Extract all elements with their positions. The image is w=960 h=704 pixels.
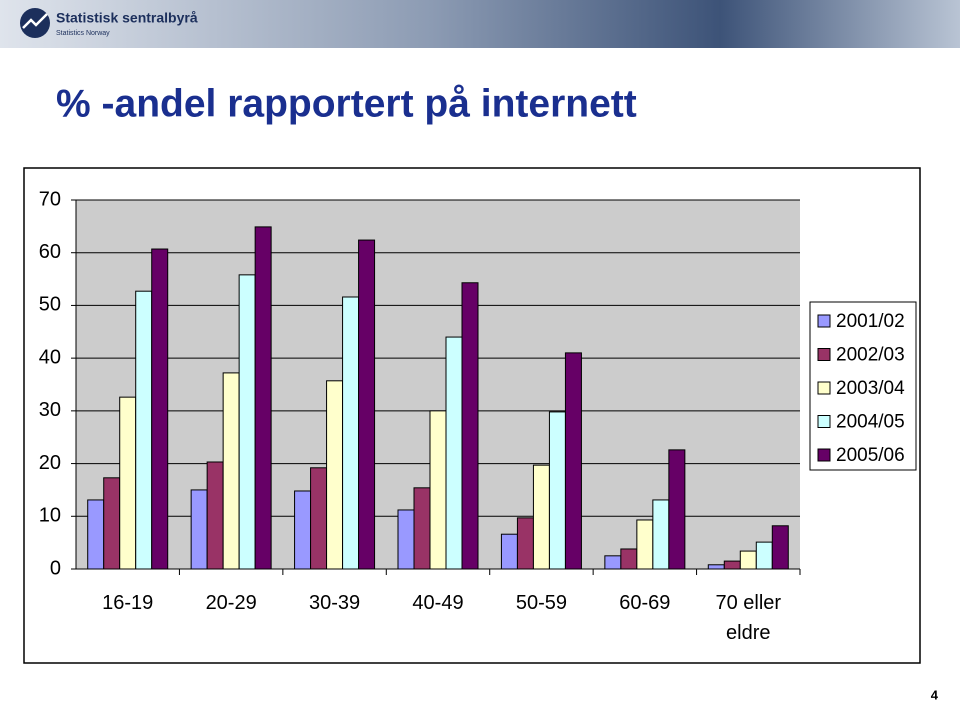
bar xyxy=(342,296,360,570)
bar xyxy=(238,274,256,570)
bar xyxy=(620,548,638,570)
y-tick-label: 60 xyxy=(39,241,61,263)
legend-label: 2005/06 xyxy=(836,445,905,466)
legend-label: 2004/05 xyxy=(836,412,905,433)
bar xyxy=(532,464,550,570)
bar xyxy=(87,499,105,570)
bar xyxy=(254,226,272,570)
bar xyxy=(548,411,566,570)
legend-swatch xyxy=(817,448,831,462)
y-tick-label: 50 xyxy=(39,294,61,316)
slide-title: % -andel rapportert på internett xyxy=(56,82,637,125)
bar xyxy=(397,509,415,570)
bar xyxy=(604,555,622,570)
bar xyxy=(652,499,670,570)
header-banner xyxy=(0,0,960,48)
y-tick-label: 30 xyxy=(39,399,61,421)
bar xyxy=(739,550,757,570)
bar xyxy=(707,564,725,570)
logo-mark xyxy=(22,13,48,29)
bar xyxy=(668,449,686,570)
x-tick-label: 20-29 xyxy=(205,592,257,614)
legend-swatch xyxy=(817,314,831,328)
x-tick-label: 70 eller eldre xyxy=(715,592,782,644)
bar xyxy=(326,380,344,570)
x-tick-label: 30-39 xyxy=(308,592,361,614)
x-tick-label: 16-19 xyxy=(102,592,154,614)
bar xyxy=(190,489,208,570)
x-tick-label: 60-69 xyxy=(619,592,671,614)
bar xyxy=(119,396,137,570)
x-tick-label: 40-49 xyxy=(412,592,464,614)
bar xyxy=(413,487,431,570)
bar xyxy=(723,560,741,570)
bar xyxy=(310,467,328,570)
bar xyxy=(151,248,169,570)
bar xyxy=(636,519,654,570)
x-tick-label: 50-59 xyxy=(515,592,567,614)
bar xyxy=(206,461,224,570)
legend-swatch xyxy=(817,348,831,361)
bar xyxy=(445,336,463,570)
y-tick-label: 70 xyxy=(39,188,61,210)
legend-swatch xyxy=(817,381,831,395)
bar xyxy=(429,410,447,570)
y-tick-label: 0 xyxy=(50,557,61,579)
y-tick-label: 20 xyxy=(39,452,61,474)
bar xyxy=(222,372,240,570)
legend-swatch xyxy=(817,415,831,428)
legend-label: 2003/04 xyxy=(836,378,905,399)
legend-label: 2001/02 xyxy=(836,311,905,332)
bar xyxy=(294,490,312,570)
bar xyxy=(358,239,376,570)
bar xyxy=(461,282,479,570)
legend-label: 2002/03 xyxy=(836,345,905,366)
bar xyxy=(564,352,582,570)
page-number: 4 xyxy=(931,687,939,702)
bar xyxy=(755,541,773,570)
bar xyxy=(771,525,789,570)
bar xyxy=(103,477,121,570)
org-name: Statistisk sentralbyrå xyxy=(56,10,198,26)
bar xyxy=(135,290,153,570)
bar xyxy=(516,517,534,570)
bar xyxy=(500,533,518,570)
y-tick-label: 10 xyxy=(39,505,61,527)
y-tick-label: 40 xyxy=(39,346,61,368)
org-name-en: Statistics Norway xyxy=(56,30,110,37)
